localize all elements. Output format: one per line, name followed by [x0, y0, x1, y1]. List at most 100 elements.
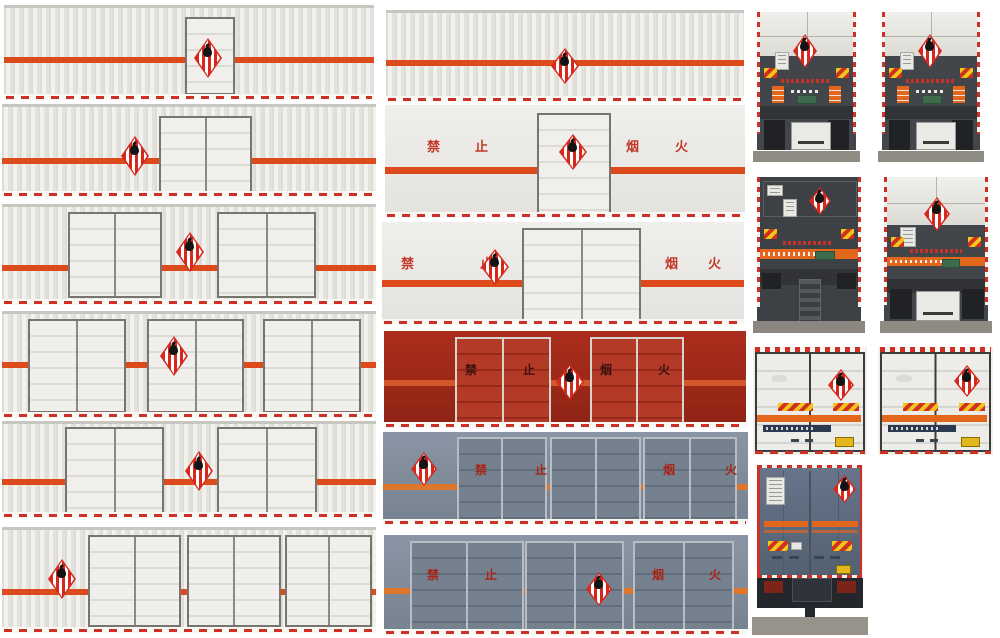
mud-flap: [837, 273, 856, 289]
flammable-placard-icon: [121, 136, 149, 176]
ground: [878, 151, 984, 162]
phone-text: [910, 249, 962, 253]
photo-van-side-6: [2, 527, 376, 633]
cargo-door: [550, 437, 641, 525]
cargo-door: [410, 541, 524, 633]
reflector-bar: [772, 86, 784, 103]
cargo-door: [217, 427, 317, 515]
roof-rail: [2, 104, 376, 107]
photo-truck-rear-slate: [752, 463, 868, 635]
door-latch: [830, 556, 840, 559]
chevron-marker: [960, 68, 973, 78]
photo-van-side-slate-2: 禁 止 烟 火: [384, 535, 748, 635]
roof-rail: [2, 311, 376, 314]
tail-lamp: [764, 581, 783, 593]
mud-flap: [762, 273, 781, 289]
reflector-dashes: [6, 96, 372, 99]
license-plate: [815, 251, 835, 260]
mud-flap: [890, 289, 912, 319]
flammable-placard-icon: [160, 336, 188, 376]
cargo-door: [217, 212, 316, 298]
chevron-marker: [889, 68, 902, 78]
door-frame: [763, 181, 857, 217]
striped-border: [880, 347, 991, 352]
flammable-placard-icon: [411, 452, 437, 486]
striped-post: [985, 177, 988, 305]
cargo-door: [643, 437, 737, 525]
cargo-door: [522, 228, 641, 322]
photo-van-side-1: [4, 5, 374, 100]
flammable-placard-icon: [793, 34, 817, 68]
ground: [753, 151, 860, 162]
ground: [753, 321, 865, 333]
chevron-marker: [841, 229, 854, 239]
warning-char: 禁: [475, 463, 488, 477]
striped-post: [977, 12, 980, 134]
roof-rail: [386, 10, 744, 13]
cargo-door: [159, 116, 252, 194]
flammable-placard-icon: [828, 369, 854, 401]
photo-rear-doors-closeup-1: [753, 347, 867, 455]
rear-doors: [755, 352, 865, 452]
photo-truck-rear-4: [880, 175, 992, 333]
bumper: [882, 106, 980, 119]
reflective-stripe: [764, 530, 808, 533]
flammable-placard-icon: [954, 365, 980, 397]
photo-van-side-nofire-2: 禁 止 烟 火: [382, 222, 744, 325]
license-plate: [922, 95, 942, 104]
flammable-placard-icon: [185, 451, 213, 491]
roof-rail: [4, 5, 374, 8]
warning-char: 止: [485, 568, 498, 582]
photo-van-side-4: [2, 311, 376, 418]
reflector-dashes: [755, 451, 865, 454]
cargo-door: [147, 319, 244, 413]
chevron-marker: [778, 403, 813, 411]
flammable-placard-icon: [481, 249, 509, 285]
logo-mark: [771, 375, 787, 382]
reflective-stripe: [2, 479, 376, 485]
striped-border: [755, 347, 865, 352]
bumper: [757, 269, 861, 285]
cargo-door: [28, 319, 126, 413]
reflector-dashes: [388, 98, 742, 101]
name-plate-band: [888, 425, 956, 432]
reflector-dashes: [385, 521, 746, 524]
door-latch: [789, 556, 799, 559]
info-label: [791, 542, 802, 550]
warning-char: 烟: [626, 140, 640, 155]
warning-char: 止: [535, 463, 548, 477]
license-plate: [942, 259, 960, 268]
tail-lamp: [837, 581, 856, 593]
photo-van-side-slate-1: 禁 止 烟 火: [383, 432, 748, 525]
warning-char: 烟: [652, 568, 665, 582]
door-latch: [772, 556, 782, 559]
striped-post: [884, 177, 887, 305]
info-placard: [767, 185, 783, 196]
mud-flap: [962, 289, 984, 319]
photo-rear-doors-closeup-2: [878, 347, 993, 455]
flammable-placard-icon: [176, 232, 204, 272]
license-plate: [797, 95, 817, 104]
flammable-placard-icon: [924, 197, 950, 231]
chevron-marker: [836, 68, 849, 78]
mud-flap: [828, 120, 849, 150]
warning-char: 止: [523, 363, 536, 377]
flammable-placard-icon: [809, 187, 831, 215]
photo-truck-rear-2: [878, 10, 984, 162]
info-placard: [775, 52, 789, 70]
flammable-placard-icon: [551, 48, 579, 84]
photo-van-side-3: [2, 204, 376, 305]
reflector-dashes: [4, 629, 374, 632]
mud-flap: [952, 120, 973, 150]
license-plate: [961, 437, 980, 447]
reflective-stripe: [812, 530, 858, 533]
flammable-placard-icon: [556, 364, 584, 400]
door-latch: [814, 556, 824, 559]
warning-char: 禁: [427, 568, 440, 582]
chevron-marker: [968, 237, 981, 247]
cargo-door: [455, 337, 551, 427]
photo-van-side-7: [386, 10, 744, 102]
chevron-marker: [768, 541, 788, 551]
reflector-dashes: [384, 321, 742, 324]
